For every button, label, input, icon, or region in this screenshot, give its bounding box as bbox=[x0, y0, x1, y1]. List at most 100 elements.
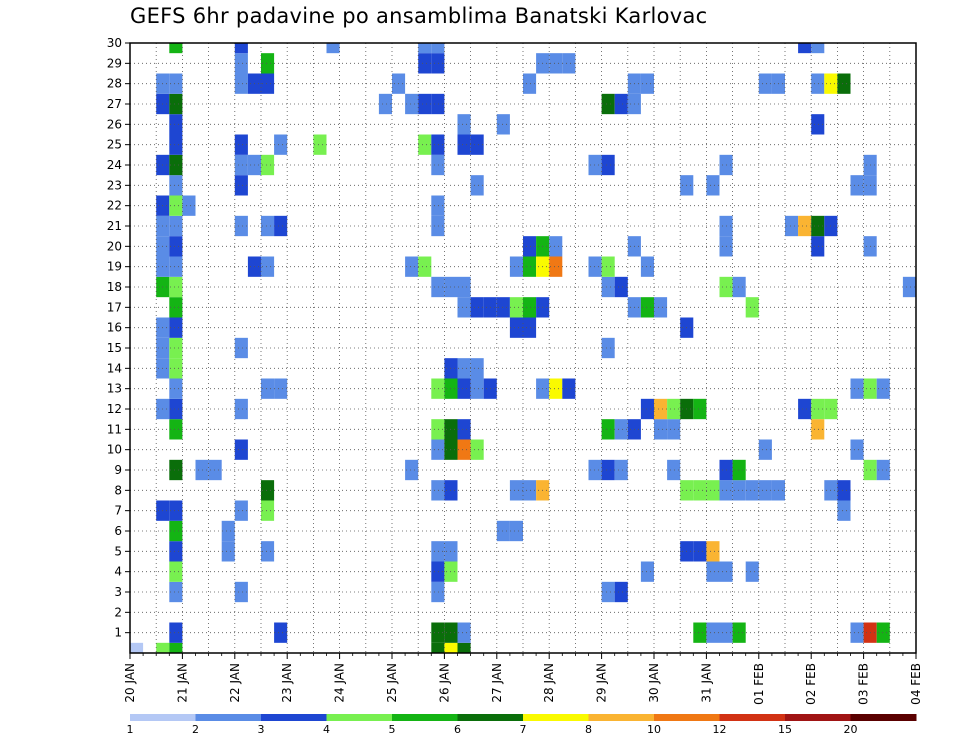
y-tick-label: 5 bbox=[114, 544, 122, 558]
colorbar-swatch bbox=[392, 714, 458, 721]
heatmap-cell bbox=[261, 53, 275, 74]
heatmap-cell bbox=[274, 622, 288, 643]
x-tick-label: 03 FEB bbox=[857, 663, 871, 705]
heatmap-cell bbox=[431, 43, 445, 54]
colorbar-swatch bbox=[785, 714, 851, 721]
heatmap-cell bbox=[509, 256, 523, 277]
heatmap-cell bbox=[693, 622, 707, 643]
heatmap-cell bbox=[549, 378, 563, 399]
heatmap-cell bbox=[876, 459, 890, 481]
heatmap-cell bbox=[444, 642, 458, 653]
colorbar-label: 2 bbox=[192, 723, 199, 736]
heatmap-cell bbox=[130, 642, 144, 653]
x-tick-label: 27 JAN bbox=[490, 663, 504, 703]
heatmap-cell bbox=[234, 215, 248, 237]
heatmap-cell bbox=[654, 398, 668, 420]
heatmap-cell bbox=[169, 541, 183, 562]
heatmap-cell bbox=[313, 134, 327, 155]
y-tick-label: 6 bbox=[114, 524, 122, 538]
heatmap-cell bbox=[785, 215, 799, 237]
x-tick-label: 20 JAN bbox=[123, 663, 137, 703]
colorbar-swatch bbox=[654, 714, 720, 721]
y-tick-label: 7 bbox=[114, 504, 122, 518]
y-tick-label: 10 bbox=[107, 443, 122, 457]
heatmap-cell bbox=[614, 93, 628, 115]
heatmap-cell bbox=[431, 439, 445, 460]
heatmap-cell bbox=[169, 337, 183, 359]
heatmap-cell bbox=[234, 398, 248, 420]
heatmap-cell bbox=[601, 459, 615, 481]
colorbar-swatch bbox=[130, 714, 196, 721]
heatmap-cell bbox=[221, 520, 235, 542]
heatmap-cell bbox=[418, 93, 432, 115]
heatmap-cell bbox=[234, 175, 248, 196]
heatmap-cell bbox=[732, 276, 746, 298]
colorbar-label: 10 bbox=[647, 723, 661, 736]
heatmap-cell bbox=[431, 195, 445, 216]
heatmap-cell bbox=[261, 256, 275, 277]
heatmap-cell bbox=[418, 53, 432, 74]
heatmap-cell bbox=[457, 114, 471, 135]
colorbar-swatch bbox=[261, 714, 327, 721]
heatmap-cell bbox=[837, 73, 851, 94]
heatmap-cell bbox=[706, 541, 720, 562]
heatmap-cell bbox=[654, 419, 668, 440]
heatmap-cell bbox=[326, 43, 340, 54]
heatmap-cell bbox=[457, 419, 471, 440]
heatmap-cell bbox=[601, 93, 615, 115]
heatmap-cell bbox=[667, 398, 681, 420]
y-tick-label: 28 bbox=[107, 77, 122, 91]
y-tick-label: 15 bbox=[107, 341, 122, 355]
heatmap-cell bbox=[169, 317, 183, 338]
heatmap-cell bbox=[850, 439, 864, 460]
y-tick-label: 12 bbox=[107, 402, 122, 416]
x-tick-label: 23 JAN bbox=[280, 663, 294, 703]
colorbar-swatch bbox=[326, 714, 393, 721]
heatmap-cell bbox=[706, 622, 720, 643]
heatmap-cell bbox=[431, 480, 445, 501]
heatmap-cell bbox=[208, 459, 222, 481]
heatmap-cell bbox=[732, 480, 746, 501]
heatmap-cell bbox=[169, 276, 183, 298]
y-tick-label: 21 bbox=[107, 219, 122, 233]
heatmap-cell bbox=[470, 378, 484, 399]
heatmap-cell bbox=[169, 297, 183, 318]
heatmap-cell bbox=[405, 459, 419, 481]
y-tick-label: 8 bbox=[114, 483, 122, 497]
y-tick-label: 14 bbox=[107, 361, 122, 375]
y-tick-label: 2 bbox=[114, 605, 122, 619]
heatmap-cell bbox=[234, 581, 248, 603]
heatmap-cell bbox=[378, 93, 392, 115]
y-tick-label: 4 bbox=[114, 565, 122, 579]
heatmap-cell bbox=[837, 480, 851, 501]
y-tick-label: 17 bbox=[107, 300, 122, 314]
heatmap-cell bbox=[431, 154, 445, 176]
heatmap-cell bbox=[169, 561, 183, 582]
y-tick-label: 16 bbox=[107, 321, 122, 335]
heatmap-cell bbox=[418, 256, 432, 277]
heatmap-cell bbox=[169, 500, 183, 521]
heatmap-cell bbox=[811, 43, 825, 54]
heatmap-cell bbox=[261, 215, 275, 237]
x-tick-label: 02 FEB bbox=[804, 663, 818, 705]
y-tick-label: 1 bbox=[114, 626, 122, 640]
heatmap-cell bbox=[745, 561, 759, 582]
y-tick-label: 11 bbox=[107, 422, 122, 436]
x-tick-label: 28 JAN bbox=[542, 663, 556, 703]
y-tick-label: 22 bbox=[107, 199, 122, 213]
heatmap-cell bbox=[706, 480, 720, 501]
heatmap-cell bbox=[614, 419, 628, 440]
heatmap-cell bbox=[811, 114, 825, 135]
heatmap-cell bbox=[523, 236, 537, 257]
y-tick-label: 26 bbox=[107, 117, 122, 131]
heatmap-cell bbox=[523, 480, 537, 501]
heatmap-cell bbox=[811, 398, 825, 420]
chart-title: GEFS 6hr padavine po ansamblima Banatski… bbox=[130, 4, 708, 28]
heatmap-cell bbox=[876, 378, 890, 399]
heatmap-cell bbox=[234, 154, 248, 176]
heatmap-cell bbox=[562, 378, 576, 399]
heatmap-cell bbox=[169, 622, 183, 643]
heatmap-cell bbox=[693, 398, 707, 420]
heatmap-cell bbox=[431, 276, 445, 298]
